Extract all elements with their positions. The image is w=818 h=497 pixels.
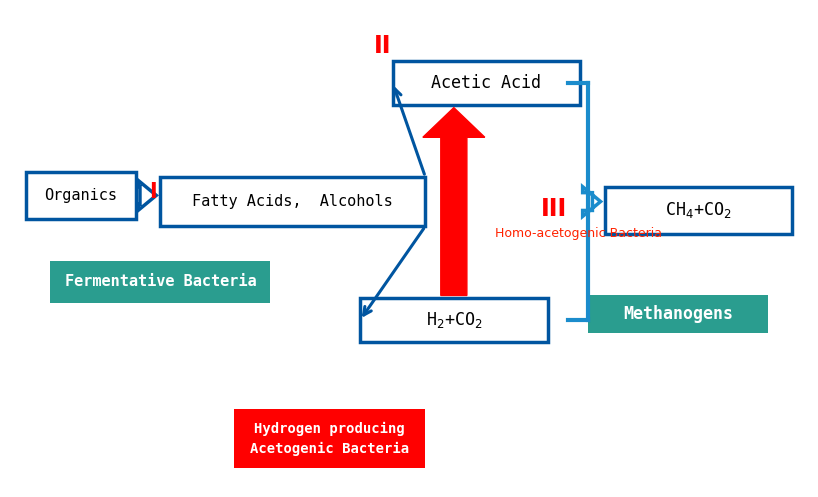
FancyBboxPatch shape [50,261,271,303]
Polygon shape [423,108,485,295]
Text: Fermentative Bacteria: Fermentative Bacteria [65,274,256,289]
FancyBboxPatch shape [160,177,425,226]
Text: Fatty Acids,  Alcohols: Fatty Acids, Alcohols [192,194,393,209]
FancyBboxPatch shape [588,295,768,332]
Text: Organics: Organics [44,188,117,203]
Text: Methanogens: Methanogens [623,305,733,323]
Polygon shape [582,187,600,216]
Polygon shape [138,180,156,210]
Text: II: II [374,34,392,58]
Text: Hydrogen producing
Acetogenic Bacteria: Hydrogen producing Acetogenic Bacteria [250,422,409,456]
Text: III: III [541,197,567,221]
FancyBboxPatch shape [234,409,425,469]
Text: Acetic Acid: Acetic Acid [431,74,542,92]
FancyBboxPatch shape [393,61,580,105]
FancyBboxPatch shape [605,187,792,234]
Text: Homo-acetogenic Bacteria: Homo-acetogenic Bacteria [495,227,662,240]
Text: H$_2$+CO$_2$: H$_2$+CO$_2$ [425,310,482,330]
Text: I: I [149,182,157,202]
FancyBboxPatch shape [26,172,136,219]
FancyBboxPatch shape [360,298,547,342]
Text: CH$_4$+CO$_2$: CH$_4$+CO$_2$ [665,200,731,220]
